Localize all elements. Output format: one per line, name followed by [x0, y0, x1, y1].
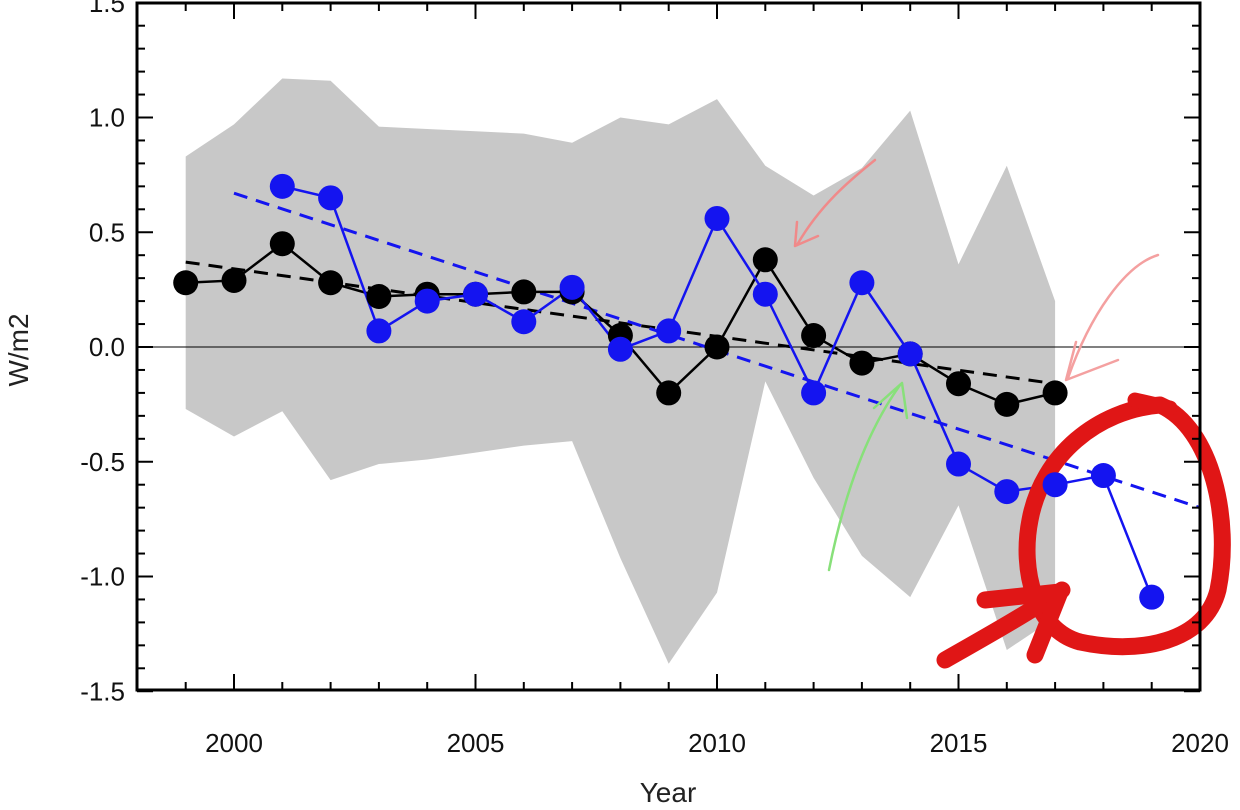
red-arrow-upper-stroke [795, 158, 877, 247]
green-arrow-stroke [827, 383, 902, 572]
data-point-s1-16 [1042, 472, 1068, 498]
data-point-s1-0 [269, 173, 295, 199]
y-axis-title: W/m2 [3, 313, 34, 386]
data-point-s0-12 [752, 247, 778, 273]
data-point-s1-8 [656, 318, 682, 344]
green-arrow-head [872, 381, 909, 420]
data-points [173, 173, 1165, 610]
data-point-s1-14 [946, 451, 971, 477]
data-point-s1-17 [1090, 463, 1116, 489]
data-point-s0-7 [511, 279, 537, 305]
band-area [185, 78, 1056, 664]
red-arrow-big-2 [976, 583, 1069, 664]
x-tick-label-2010: 2010 [688, 728, 746, 758]
y-tick-label-0: 1.5 [89, 0, 125, 18]
data-point-s1-12 [849, 270, 875, 296]
red-arrow-right-stroke [1066, 253, 1160, 380]
y-tick-label-1: 1.0 [89, 103, 125, 133]
data-point-s1-9 [704, 205, 730, 231]
data-point-s1-18 [1139, 584, 1165, 610]
data-point-s0-3 [318, 270, 344, 296]
x-tick-label-2005: 2005 [447, 728, 505, 758]
data-point-s1-6 [559, 274, 585, 300]
data-point-s1-4 [463, 281, 488, 307]
y-tick-label-4: -0.5 [80, 447, 125, 477]
data-point-s1-2 [366, 318, 392, 344]
uncertainty-band [185, 78, 1056, 664]
data-point-s0-18 [1042, 380, 1068, 406]
data-point-s0-16 [946, 371, 971, 397]
axes [135, 1, 1202, 693]
data-point-s0-0 [173, 270, 199, 296]
data-point-s1-3 [414, 288, 440, 314]
data-point-s1-11 [801, 380, 827, 406]
data-point-s0-17 [994, 391, 1020, 417]
data-point-s1-7 [607, 336, 633, 362]
red-circle-annotation [1018, 396, 1231, 656]
x-tick-label-2020: 2020 [1171, 728, 1229, 758]
y-tick-label-3: 0.0 [89, 332, 125, 362]
x-tick-label-2015: 2015 [930, 728, 988, 758]
data-point-s0-14 [849, 350, 875, 376]
red-circle-top-tick [1127, 392, 1178, 416]
data-point-s0-13 [801, 323, 827, 349]
data-point-s1-10 [752, 281, 778, 307]
data-point-s0-2 [269, 231, 295, 257]
data-point-s0-10 [656, 380, 682, 406]
x-tick-label-2000: 2000 [205, 728, 263, 758]
data-point-s1-1 [318, 185, 344, 211]
red-arrow-upper-head [793, 220, 820, 248]
y-tick-label-6: -1.5 [80, 676, 125, 706]
data-point-s1-5 [511, 309, 537, 335]
red-arrow-right-head [1064, 340, 1120, 382]
tick-labels: 2000 2005 2010 2015 2020 1.5 1.0 0.5 0.0 -0.5 -1.0… [80, 0, 1229, 758]
y-tick-label-5: -1.0 [80, 562, 125, 592]
y-tick-label-2: 0.5 [89, 217, 125, 247]
annotations [793, 158, 1231, 669]
data-point-s0-1 [221, 267, 247, 293]
data-point-s0-4 [366, 284, 392, 310]
data-point-s1-15 [994, 479, 1020, 505]
x-axis-title: Year [640, 777, 697, 808]
data-point-s1-13 [897, 341, 923, 367]
data-point-s0-11 [704, 334, 730, 360]
